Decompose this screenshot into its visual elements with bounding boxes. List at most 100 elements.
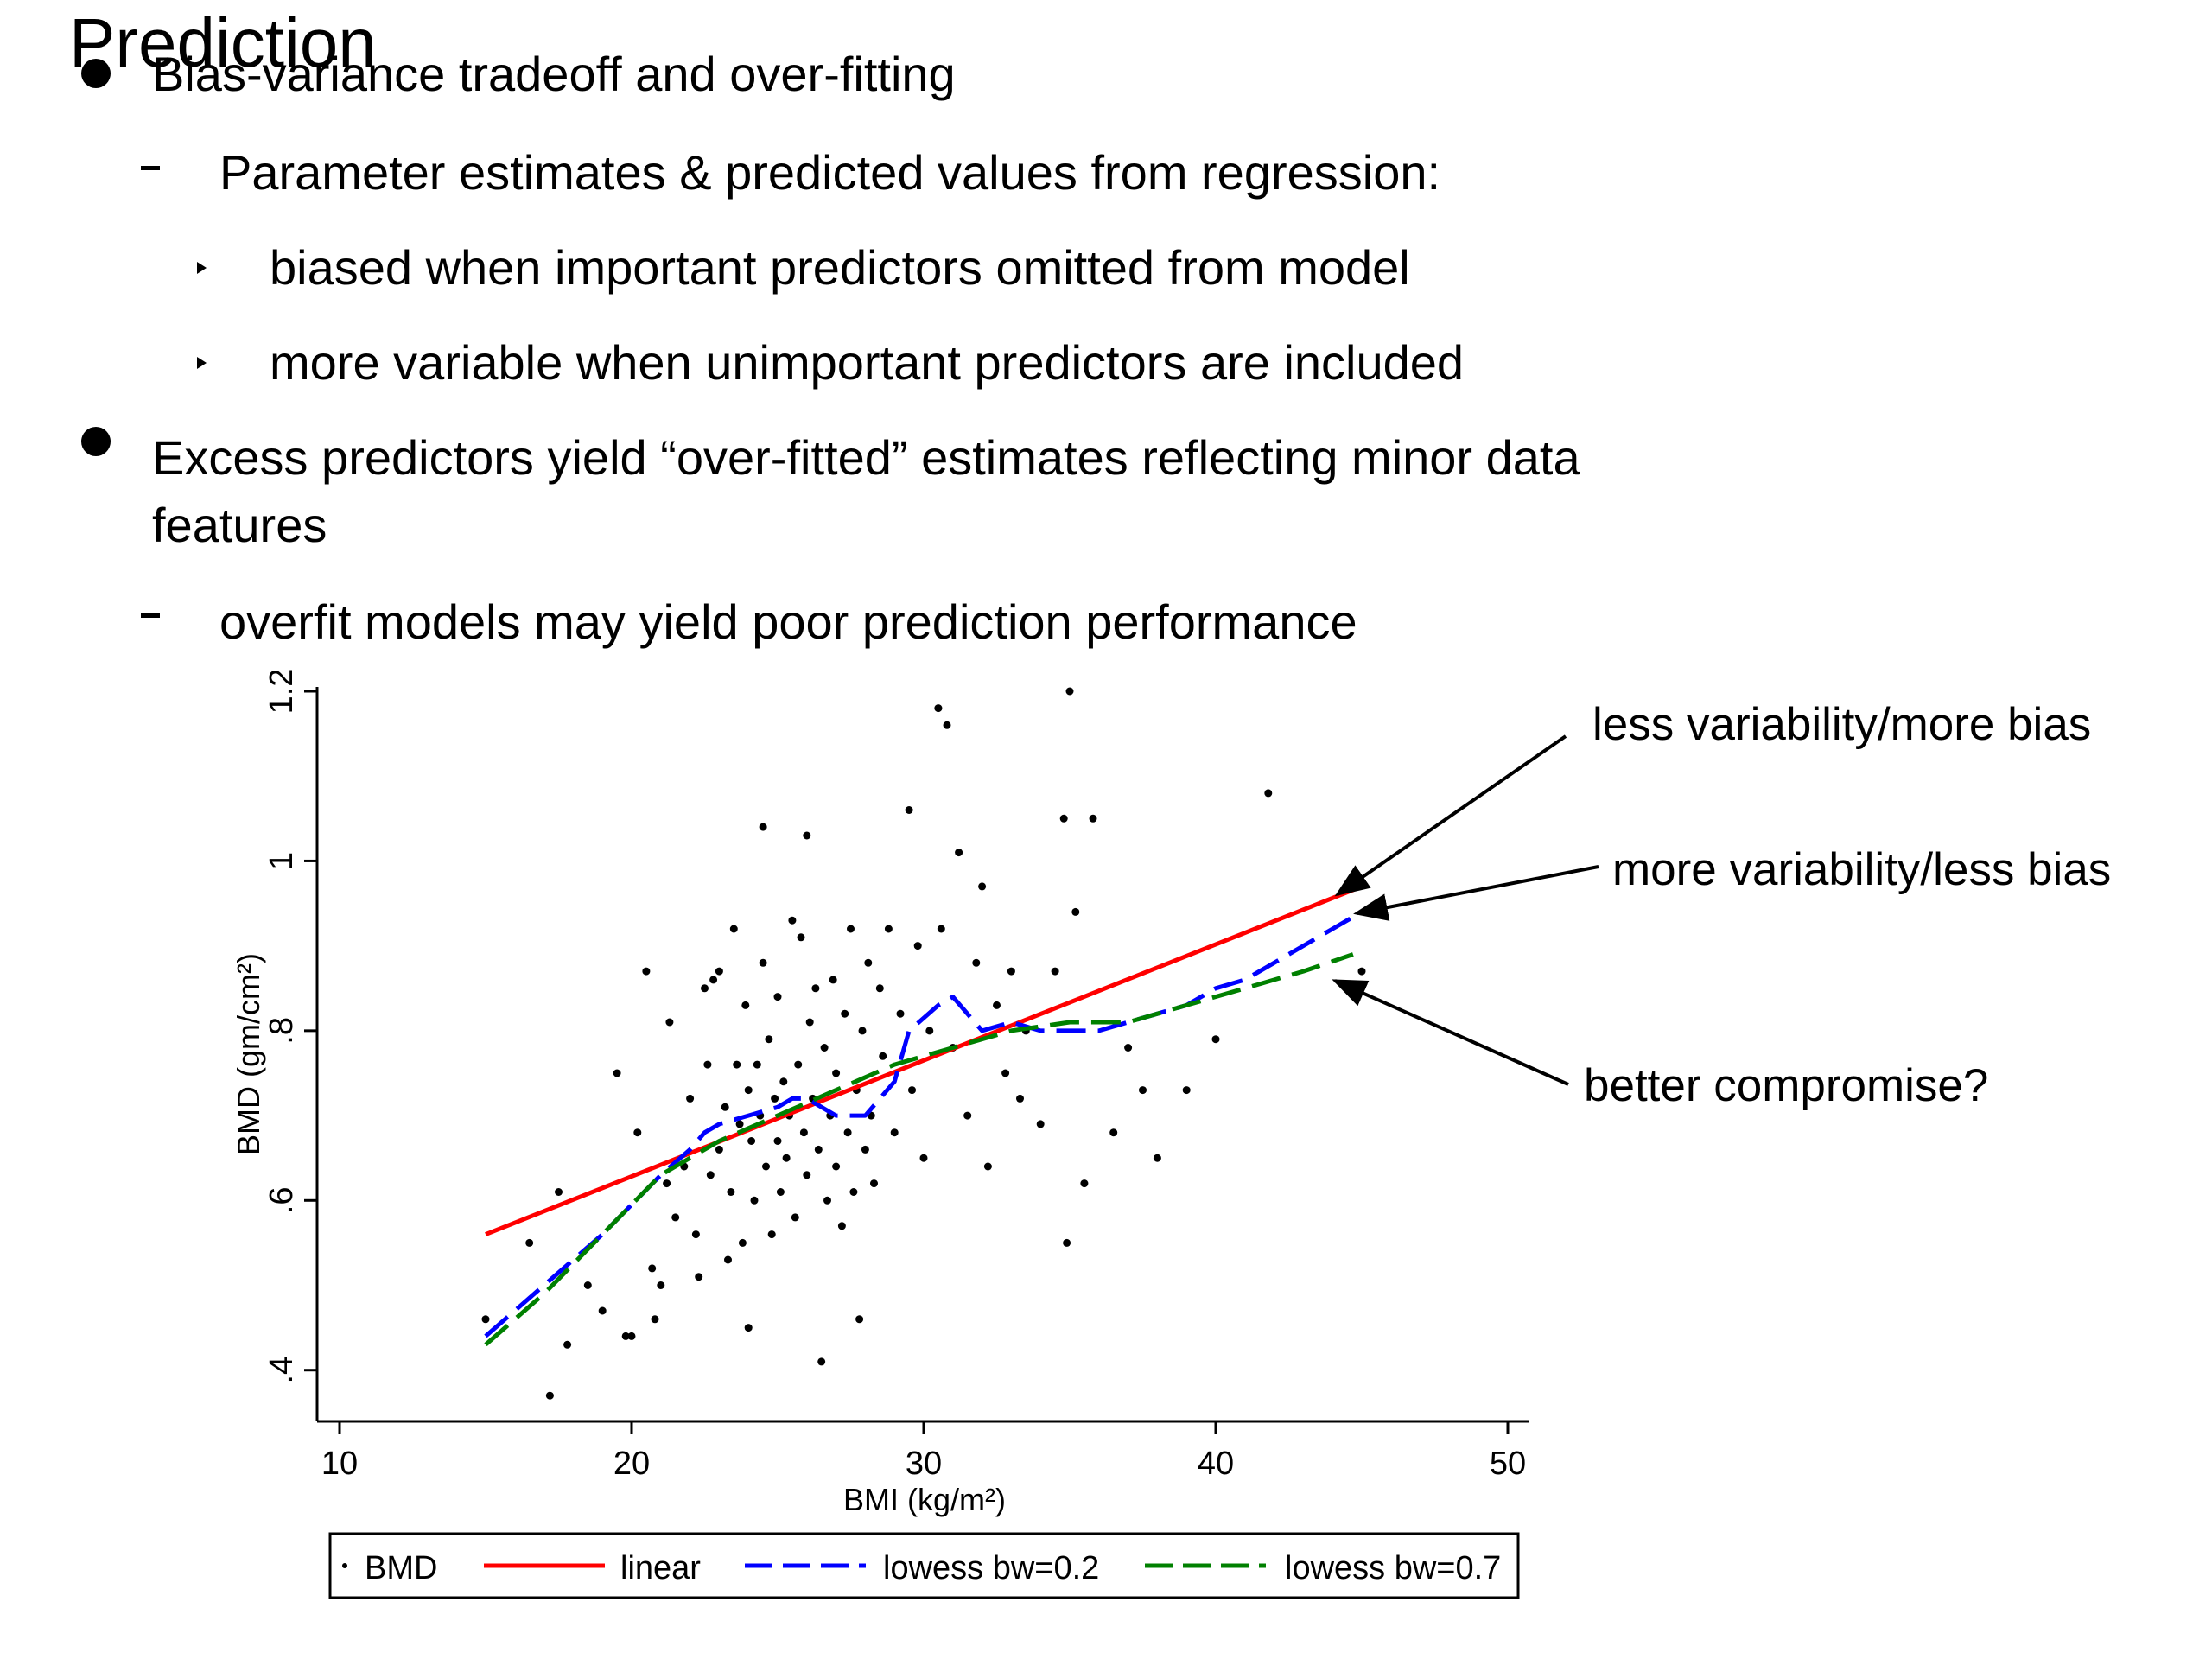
scatter-point (1357, 967, 1366, 976)
scatter-point (1063, 1238, 1071, 1247)
scatter-point (691, 1230, 700, 1239)
annotation-more-variability: more variability/less bias (1612, 844, 2112, 895)
scatter-point (627, 1332, 636, 1340)
series-line-linear (485, 884, 1363, 1236)
bullet-text: biased when important predictors omitted… (270, 240, 1410, 295)
bullet-text: Parameter estimates & predicted values f… (219, 145, 1441, 200)
scatter-point (1059, 814, 1068, 823)
scatter-point (849, 1188, 858, 1196)
scatter-point (890, 1128, 899, 1137)
scatter-point (817, 1357, 826, 1366)
scatter-point (1051, 967, 1059, 976)
scatter-point (545, 1391, 554, 1400)
scatter-point (864, 958, 873, 967)
bullet-text: overfit models may yield poor prediction… (219, 594, 1357, 649)
scatter-point (972, 958, 981, 967)
y-axis-label: BMD (gm/cm²) (231, 953, 266, 1155)
x-tick-label: 50 (1490, 1446, 1526, 1482)
scatter-point (1089, 814, 1097, 823)
scatter-point (799, 1128, 808, 1137)
scatter-point (706, 1171, 715, 1179)
scatter-point (525, 1238, 534, 1247)
legend-label-linear: linear (620, 1550, 701, 1586)
y-tick-label: 1.2 (264, 669, 300, 715)
scatter-point (993, 1001, 1001, 1009)
x-tick-label: 20 (613, 1446, 650, 1482)
scatter-point (773, 1137, 782, 1145)
bullet-dash-icon (141, 166, 160, 170)
scatter-point (1153, 1154, 1161, 1162)
scatter-point (820, 1044, 829, 1052)
scatter-point (861, 1145, 869, 1154)
scatter-point (481, 1315, 490, 1324)
scatter-point (663, 1179, 671, 1188)
scatter-point (779, 1077, 788, 1086)
annotation-arrow-lowess-07 (1332, 979, 1569, 1086)
series-line-lowess-02 (484, 910, 1363, 1338)
scatter-point (771, 1094, 779, 1103)
legend-label-bmd: BMD (365, 1550, 437, 1586)
scatter-point (633, 1128, 642, 1137)
scatter-point (671, 1213, 680, 1222)
scatter-point (765, 1035, 773, 1044)
scatter-point (744, 1086, 753, 1095)
y-tick-label: .6 (264, 1186, 300, 1214)
bullet-dot-icon (81, 427, 111, 456)
scatter-point (665, 1018, 674, 1027)
x-tick-label: 30 (906, 1446, 942, 1482)
slide-title: Prediction (69, 4, 377, 81)
scatter-point (1264, 789, 1273, 798)
bullet-dash-icon (141, 613, 160, 618)
scatter-point (750, 1196, 759, 1205)
y-tick-label: 1 (264, 852, 300, 870)
legend-marker-bmd (342, 1563, 347, 1568)
scatter-point (794, 1060, 803, 1069)
scatter-point (642, 967, 651, 976)
scatter-point (814, 1145, 823, 1154)
scatter-point (847, 925, 855, 933)
annotation-arrow-lowess-02 (1353, 865, 1599, 921)
scatter-point (805, 1018, 814, 1027)
scatter-point (773, 993, 782, 1001)
scatter-point (1016, 1094, 1024, 1103)
scatter-point (983, 1162, 992, 1171)
scatter-point (747, 1137, 756, 1145)
scatter-point (738, 1238, 747, 1247)
scatter-point (695, 1273, 703, 1281)
bullet-text: Excess predictors yield “over-fitted” es… (152, 430, 1580, 485)
scatter-point (651, 1315, 659, 1324)
scatter-point (908, 1086, 916, 1095)
scatter-point (943, 721, 951, 729)
scatter-point (733, 1060, 741, 1069)
scatter-point (563, 1340, 572, 1349)
scatter-point (1211, 1035, 1220, 1044)
scatter-point (1001, 1069, 1010, 1077)
scatter-point (727, 1188, 735, 1196)
scatter-point (709, 976, 718, 984)
scatter-point (837, 1222, 846, 1230)
scatter-point (823, 1196, 831, 1205)
scatter-point (879, 1052, 887, 1060)
scatter-point (884, 925, 893, 933)
scatter-point (788, 916, 797, 925)
bullet-dot-icon (81, 59, 111, 88)
scatter-point (555, 1188, 563, 1196)
bullet-arrow-icon (197, 262, 207, 274)
scatter-point (905, 806, 913, 814)
scatter-point (875, 984, 884, 993)
annotation-less-variability: less variability/more bias (1592, 699, 2092, 750)
scatter-point (797, 933, 805, 942)
scatter-point (919, 1154, 928, 1162)
scatter-point (870, 1179, 878, 1188)
x-tick-label: 10 (321, 1446, 358, 1482)
series-line-lowess-07 (484, 952, 1354, 1347)
bullet-text: Bias-variance tradeoff and over-fitting (152, 47, 956, 101)
bullet-text-continuation: features (152, 498, 327, 552)
scatter-point (811, 984, 820, 993)
legend-label-lowess-02: lowess bw=0.2 (883, 1550, 1099, 1586)
annotation-better-compromise: better compromise? (1584, 1060, 1989, 1111)
annotation-arrow-linear (1334, 734, 1567, 897)
scatter-point (1139, 1086, 1147, 1095)
scatter-point (978, 882, 987, 891)
scatter-point (744, 1324, 753, 1332)
